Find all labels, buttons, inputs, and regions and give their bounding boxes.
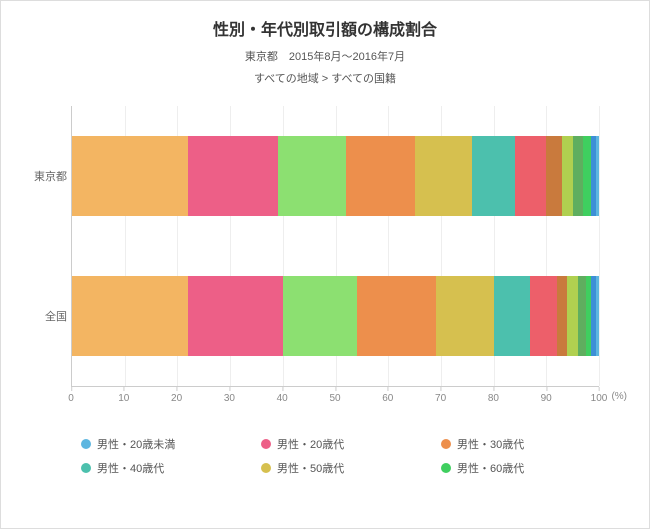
bar-segment (346, 136, 415, 216)
bar-segment (472, 136, 514, 216)
bar-segment (515, 136, 547, 216)
bar-row: 全国 (72, 246, 599, 386)
bar-segment (415, 136, 473, 216)
plot-area: 東京都全国 (71, 106, 599, 386)
legend-item: 男性・20歳未満 (81, 436, 261, 452)
bar-segment (530, 276, 556, 356)
legend-label: 男性・40歳代 (97, 460, 164, 476)
bar-segment (494, 276, 531, 356)
bar-segment (596, 276, 599, 356)
bar-segment (557, 276, 568, 356)
bar-row: 東京都 (72, 106, 599, 246)
legend-label: 男性・50歳代 (277, 460, 344, 476)
bar-segment (567, 276, 578, 356)
x-tick: 20 (171, 387, 182, 404)
x-tick: 0 (68, 387, 74, 404)
x-tick: 60 (382, 387, 393, 404)
legend: 男性・20歳未満 男性・20歳代 男性・30歳代男性・40歳代 男性・50歳代 男性・6… (81, 436, 629, 484)
legend-label: 男性・20歳代 (277, 436, 344, 452)
x-tick: 80 (488, 387, 499, 404)
bar-segment (596, 136, 599, 216)
grid-line (599, 106, 600, 386)
x-tick: 40 (277, 387, 288, 404)
bar-segment (72, 276, 188, 356)
x-axis-unit: (%) (611, 391, 627, 402)
stacked-bar (72, 276, 599, 356)
legend-swatch (261, 463, 271, 473)
bar-segment (188, 136, 278, 216)
bar-segment (283, 276, 357, 356)
legend-label: 男性・20歳未満 (97, 436, 175, 452)
bar-segment (573, 136, 584, 216)
bar-segment (583, 136, 591, 216)
x-axis: (%) 0102030405060708090100 (71, 386, 599, 416)
bar-label: 全国 (22, 308, 67, 324)
legend-swatch (81, 463, 91, 473)
legend-swatch (441, 439, 451, 449)
bar-segment (188, 276, 283, 356)
legend-swatch (261, 439, 271, 449)
bar-segment (278, 136, 347, 216)
legend-item: 男性・50歳代 (261, 460, 441, 476)
x-tick: 30 (224, 387, 235, 404)
title-block: 性別・年代別取引額の構成割合 東京都 2015年8月～2016年7月 すべての地… (21, 16, 629, 86)
x-tick: 100 (591, 387, 608, 404)
bar-segment (546, 136, 562, 216)
x-tick: 70 (435, 387, 446, 404)
legend-swatch (81, 439, 91, 449)
x-tick: 50 (329, 387, 340, 404)
x-tick: 10 (118, 387, 129, 404)
chart-subtitle: 東京都 2015年8月～2016年7月 (21, 48, 629, 64)
legend-swatch (441, 463, 451, 473)
legend-item: 男性・40歳代 (81, 460, 261, 476)
legend-label: 男性・30歳代 (457, 436, 524, 452)
bar-segment (578, 276, 586, 356)
legend-item: 男性・30歳代 (441, 436, 621, 452)
legend-item: 男性・20歳代 (261, 436, 441, 452)
chart-title: 性別・年代別取引額の構成割合 (21, 16, 629, 40)
bar-label: 東京都 (22, 168, 67, 184)
chart-container: 性別・年代別取引額の構成割合 東京都 2015年8月～2016年7月 すべての地… (1, 1, 649, 494)
bar-segment (72, 136, 188, 216)
bar-segment (436, 276, 494, 356)
bar-segment (562, 136, 573, 216)
legend-label: 男性・60歳代 (457, 460, 524, 476)
stacked-bar (72, 136, 599, 216)
legend-item: 男性・60歳代 (441, 460, 621, 476)
x-tick: 90 (541, 387, 552, 404)
chart-subtitle2: すべての地域 > すべての国籍 (21, 70, 629, 86)
bar-segment (357, 276, 436, 356)
